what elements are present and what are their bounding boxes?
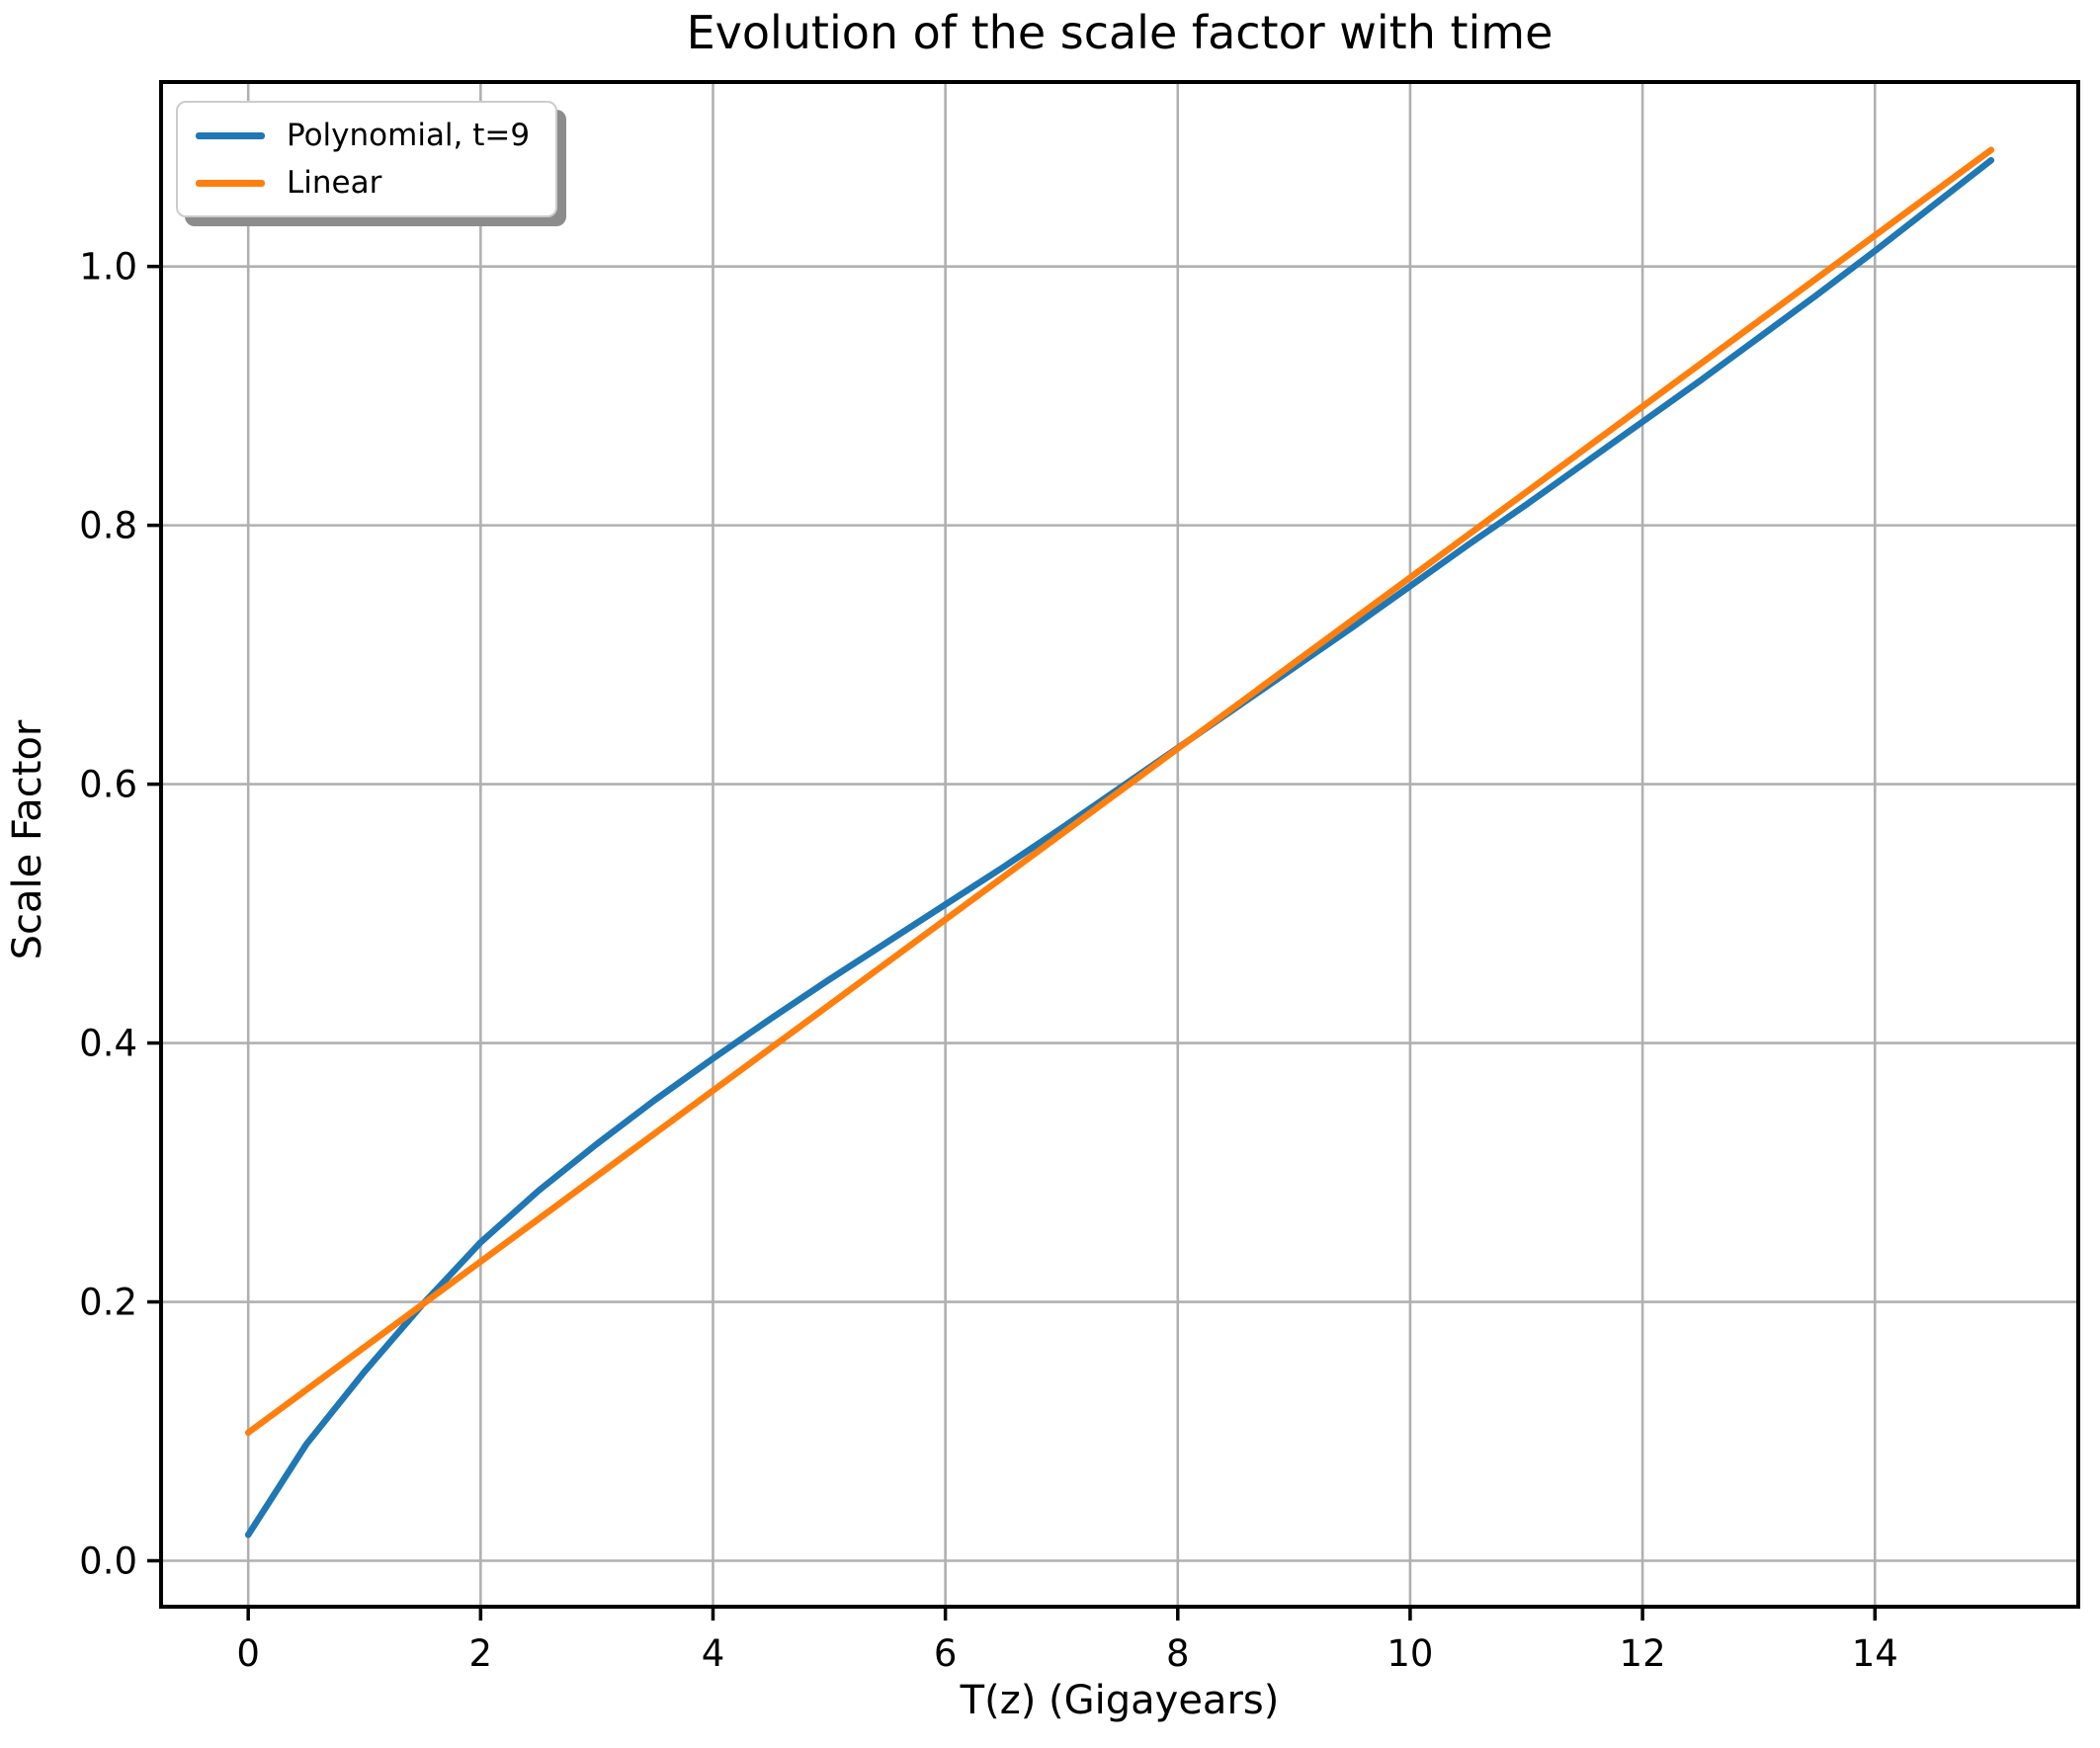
- legend-line-sample-linear: [196, 179, 265, 187]
- legend-line-sample-polynomial: [196, 131, 265, 139]
- legend-label-linear: Linear: [287, 165, 382, 202]
- axes-spines: [159, 80, 2080, 1609]
- x-tick-label: 0: [236, 1632, 260, 1675]
- series-line-linear: [244, 146, 1995, 1437]
- legend-entry-linear: Linear: [196, 166, 530, 200]
- x-tick-label: 6: [934, 1632, 958, 1675]
- y-tick-label: 0.0: [79, 1540, 137, 1583]
- x-tick-label: 2: [469, 1632, 493, 1675]
- y-tick-label: 0.2: [79, 1282, 137, 1324]
- x-tick-label: 10: [1386, 1632, 1433, 1675]
- x-tick-label: 4: [702, 1632, 725, 1675]
- x-tick-label: 14: [1852, 1632, 1898, 1675]
- y-tick-label: 0.6: [79, 764, 137, 806]
- x-tick-label: 8: [1166, 1632, 1190, 1675]
- legend: Polynomial, t=9 Linear: [176, 101, 558, 218]
- chart-title: Evolution of the scale factor with time: [686, 6, 1554, 59]
- series-line-polynomial: [244, 156, 1995, 1539]
- legend-entry-polynomial: Polynomial, t=9: [196, 119, 530, 152]
- y-tick-label: 1.0: [79, 246, 137, 289]
- y-tick-label: 0.4: [79, 1023, 137, 1065]
- legend-label-polynomial: Polynomial, t=9: [287, 118, 531, 153]
- y-axis-label: Scale Factor: [5, 719, 50, 960]
- x-tick-label: 12: [1620, 1632, 1666, 1675]
- x-axis-label: T(z) (Gigayears): [960, 1678, 1280, 1723]
- y-tick-label: 0.8: [79, 505, 137, 547]
